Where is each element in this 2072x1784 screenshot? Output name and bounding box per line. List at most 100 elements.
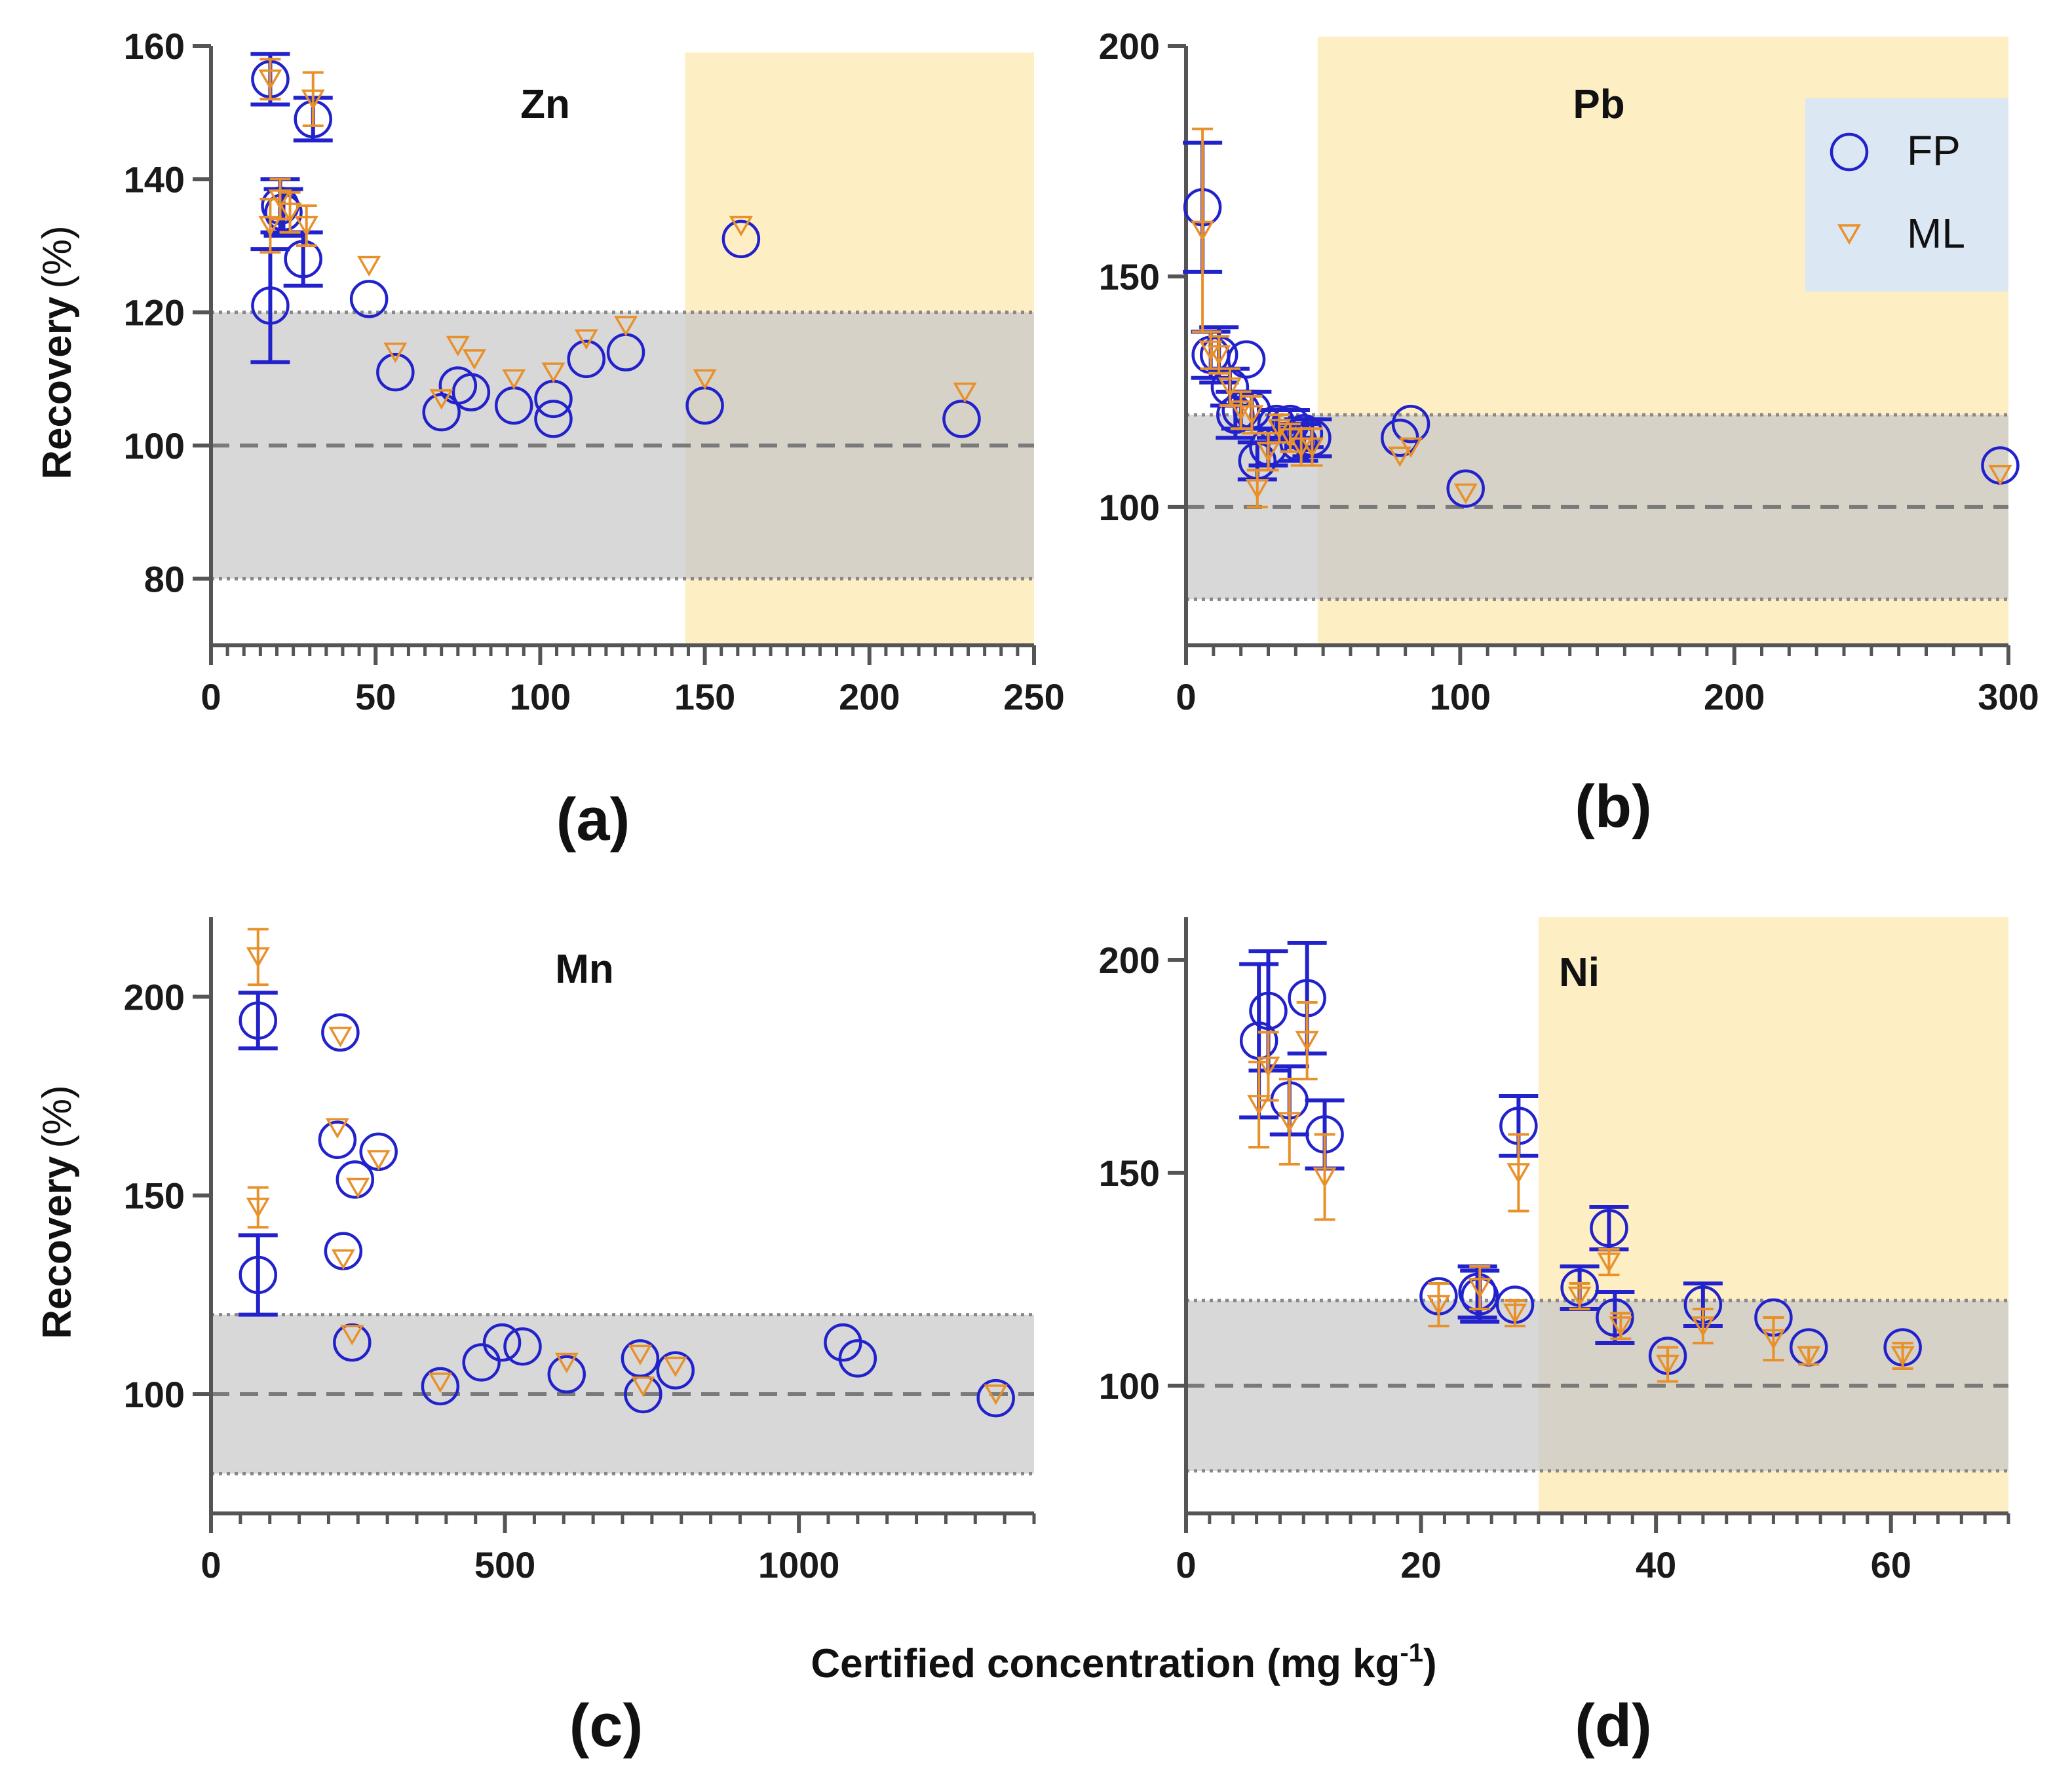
- ml-point: [1300, 437, 1324, 458]
- y-axis-label-bottom: Recovery(%): [35, 1085, 80, 1339]
- panel-title: Ni: [1559, 950, 1600, 995]
- ml-point: [1191, 220, 1215, 242]
- y-tick-label: 150: [1099, 1152, 1160, 1194]
- highlight-region-upper: [1538, 917, 2008, 1300]
- fp-point: [321, 1013, 360, 1052]
- panel-pb: 0 100 200 300 100 150 200 Pb (b) FP ML: [1099, 26, 2039, 840]
- x-tick-label: 100: [510, 676, 571, 717]
- ml-point: [729, 216, 753, 237]
- ml-point: [1988, 465, 2012, 486]
- ml-point: [328, 1027, 353, 1048]
- x-tick-label: 100: [1430, 676, 1491, 717]
- panel-label: (a): [556, 786, 630, 853]
- fp-point: [1249, 991, 1288, 1031]
- ml-point: [1245, 478, 1269, 500]
- ml-point: [258, 216, 282, 237]
- x-tick-label: 40: [1636, 1544, 1676, 1585]
- ml-point: [1247, 1095, 1271, 1116]
- ml-point: [429, 389, 453, 410]
- y-tick-label: 200: [1099, 939, 1160, 981]
- x-tick-label: 0: [1176, 676, 1196, 717]
- ml-point: [663, 1356, 687, 1378]
- x-tick-label: 60: [1871, 1544, 1911, 1585]
- fp-point: [547, 1355, 586, 1394]
- y-tick-label: 100: [124, 425, 185, 466]
- ml-point: [428, 1373, 452, 1394]
- ml-point: [1890, 1346, 1915, 1367]
- ml-point: [1218, 377, 1242, 398]
- ml-point: [1399, 437, 1423, 458]
- ml-point: [325, 1118, 349, 1139]
- ml-point: [1656, 1354, 1680, 1376]
- ml-point: [574, 329, 598, 350]
- fp-point: [482, 1323, 522, 1362]
- fp-point: [239, 1001, 278, 1040]
- ml-point: [1256, 1056, 1280, 1078]
- legend: FP ML: [1805, 98, 2008, 292]
- panel-label: (c): [569, 1692, 643, 1759]
- x-tick-label: 150: [674, 676, 735, 717]
- fp-point: [1446, 469, 1485, 508]
- ml-point: [446, 335, 470, 357]
- ml-point: [1453, 483, 1478, 504]
- x-axis-label: Certified concentration (mg kg-1): [811, 1639, 1436, 1686]
- ml-point: [554, 1352, 579, 1373]
- y-tick-label: 200: [124, 976, 185, 1017]
- panel-label: (d): [1575, 1692, 1651, 1759]
- fp-point: [376, 352, 415, 392]
- fp-point: [264, 193, 303, 232]
- ml-point: [331, 1249, 355, 1270]
- ml-point: [628, 1344, 652, 1365]
- y-tick-label: 200: [1099, 26, 1160, 67]
- y-axis-label-top: Recovery(%): [35, 225, 80, 480]
- fp-point: [721, 219, 761, 259]
- x-tick-label: 0: [1176, 1544, 1196, 1585]
- fp-point: [942, 400, 981, 438]
- fp-point: [624, 1375, 662, 1414]
- x-tick-label: 300: [1978, 676, 2039, 717]
- highlight-region-upper: [685, 52, 1034, 313]
- y-tick-label: 150: [124, 1175, 185, 1217]
- ml-point: [1199, 340, 1223, 362]
- y-tick-label: 120: [124, 292, 185, 333]
- ml-point: [1567, 1286, 1592, 1308]
- fp-point: [656, 1351, 695, 1390]
- fp-point: [976, 1378, 1015, 1418]
- ml-point: [246, 947, 270, 968]
- ml-point: [1388, 446, 1412, 467]
- legend-fp-marker: [1830, 132, 1869, 172]
- legend-ml-label: ML: [1907, 210, 1965, 257]
- panel-title: Zn: [520, 82, 570, 127]
- fp-point: [824, 1323, 862, 1362]
- x-tick-label: 200: [839, 676, 900, 717]
- ml-point: [258, 69, 282, 90]
- fp-point: [503, 1327, 542, 1366]
- x-tick-label: 1000: [758, 1544, 840, 1585]
- fp-point: [239, 1255, 278, 1295]
- fp-point: [1227, 340, 1266, 379]
- ml-point: [693, 369, 717, 390]
- ml-point: [346, 1177, 370, 1199]
- y-tick-label: 160: [124, 26, 185, 67]
- ml-point: [613, 316, 638, 337]
- ml-point: [1229, 400, 1253, 421]
- highlight-region-lower: [1317, 599, 2008, 645]
- ml-point: [1691, 1316, 1715, 1337]
- y-tick-label: 100: [1099, 1365, 1160, 1407]
- fp-point: [318, 1120, 357, 1159]
- ml-point: [1313, 1167, 1337, 1188]
- legend-ml-marker: [1837, 224, 1862, 245]
- fp-point: [1590, 1209, 1628, 1247]
- ml-point: [1295, 1031, 1319, 1052]
- legend-fp-label: FP: [1907, 127, 1961, 174]
- ml-point: [1506, 1163, 1531, 1184]
- x-tick-label: 250: [1003, 676, 1064, 717]
- ml-point: [984, 1384, 1008, 1405]
- y-tick-label: 150: [1099, 256, 1160, 297]
- ml-point: [462, 349, 486, 370]
- ml-point: [278, 202, 302, 223]
- fp-point: [336, 1160, 375, 1199]
- fp-point: [251, 286, 290, 325]
- panel-label: (b): [1575, 773, 1651, 840]
